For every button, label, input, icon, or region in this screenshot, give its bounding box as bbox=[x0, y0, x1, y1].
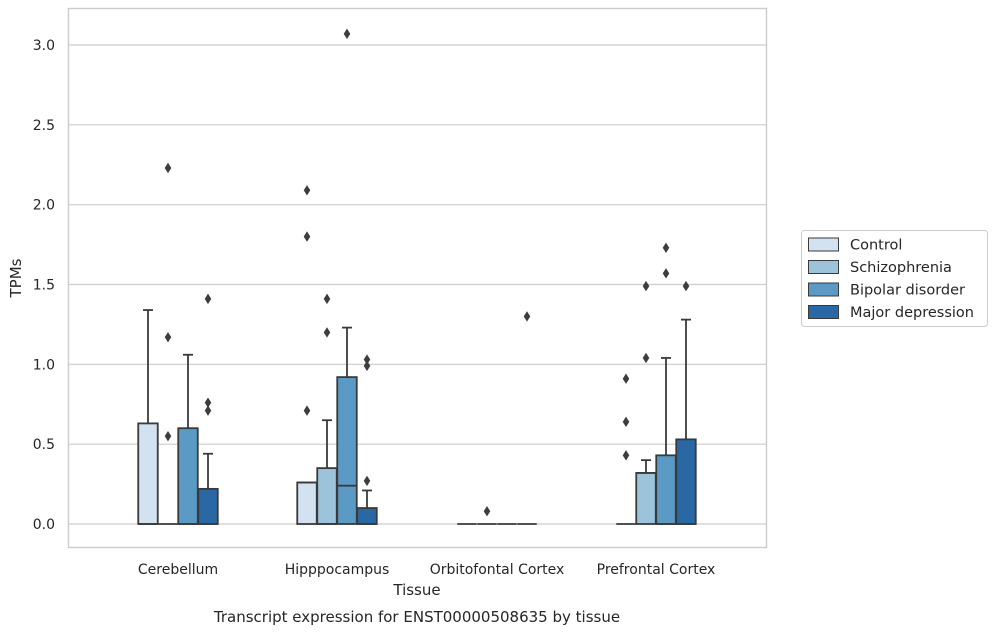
box-group bbox=[316, 293, 338, 525]
box-group bbox=[356, 354, 378, 525]
outlier-point bbox=[622, 450, 630, 461]
box-rect bbox=[675, 438, 697, 525]
box-group bbox=[177, 353, 199, 525]
box-rect bbox=[316, 467, 338, 525]
outlier-point bbox=[642, 280, 650, 292]
x-tick-labels: Cerebellum Hipppocampus Orbitofontal Corte… bbox=[138, 562, 715, 578]
box-rect bbox=[137, 422, 159, 525]
outlier-point bbox=[523, 311, 531, 322]
box-rect bbox=[655, 454, 677, 525]
box-group bbox=[616, 373, 636, 525]
outlier-point bbox=[622, 373, 630, 384]
outlier-point bbox=[363, 360, 371, 372]
outlier-point bbox=[323, 293, 331, 305]
legend-swatch bbox=[808, 237, 839, 252]
box-rect bbox=[296, 481, 318, 525]
box-rect bbox=[336, 376, 358, 525]
grid-lines bbox=[68, 44, 767, 525]
outlier-point bbox=[363, 354, 371, 365]
outlier-point bbox=[303, 231, 311, 242]
outlier-point bbox=[662, 242, 670, 253]
legend-swatch bbox=[808, 260, 839, 274]
outlier-point bbox=[204, 293, 212, 305]
y-tick-label: 2.0 bbox=[33, 198, 55, 214]
legend-swatch bbox=[808, 305, 839, 319]
legend-label: Bipolar disorder bbox=[850, 283, 965, 299]
y-tick-label: 1.5 bbox=[33, 278, 55, 294]
x-tick-label: Orbitofontal Cortex bbox=[430, 562, 565, 578]
outlier-point bbox=[662, 268, 670, 279]
outlier-point bbox=[343, 28, 351, 40]
outlier-point bbox=[642, 352, 650, 364]
y-axis-title: TPMs bbox=[7, 258, 25, 298]
box-group bbox=[517, 311, 537, 525]
box-rect bbox=[197, 487, 219, 525]
y-tick-label: 0.0 bbox=[33, 517, 55, 533]
box-group bbox=[635, 280, 657, 525]
outlier-point bbox=[303, 405, 311, 416]
x-tick-label: Hipppocampus bbox=[285, 562, 390, 578]
legend-frame bbox=[801, 230, 988, 327]
x-tick-label: Cerebellum bbox=[138, 562, 218, 578]
legend-label: Schizophrenia bbox=[850, 260, 952, 276]
y-tick-labels: 0.0 0.5 1.0 1.5 2.0 2.5 3.0 bbox=[33, 38, 55, 533]
legend-label: Major depression bbox=[850, 305, 974, 321]
outlier-point bbox=[164, 162, 172, 174]
x-tick-label: Prefrontal Cortex bbox=[597, 562, 716, 578]
box-group bbox=[137, 309, 159, 525]
outlier-point bbox=[323, 327, 331, 338]
box-group bbox=[197, 293, 219, 525]
outlier-point bbox=[204, 405, 212, 416]
box-group bbox=[675, 280, 697, 525]
outlier-point bbox=[303, 185, 311, 196]
plot-frame bbox=[67, 7, 768, 549]
outlier-point bbox=[204, 397, 212, 408]
legend: Control Schizophrenia Bipolar disorder Majo… bbox=[801, 230, 988, 327]
outlier-point bbox=[164, 430, 172, 442]
box-group bbox=[336, 28, 358, 525]
box-group bbox=[158, 162, 178, 525]
outlier-point bbox=[164, 331, 172, 343]
box-rect bbox=[635, 472, 657, 525]
y-tick-label: 1.0 bbox=[33, 357, 55, 373]
legend-label: Control bbox=[850, 238, 902, 254]
legend-swatch bbox=[808, 282, 839, 297]
box-group bbox=[296, 185, 318, 525]
y-tick-label: 3.0 bbox=[33, 38, 55, 54]
plot-data bbox=[137, 28, 697, 525]
y-tick-label: 2.5 bbox=[33, 118, 55, 134]
box-rect bbox=[177, 427, 199, 525]
y-tick-label: 0.5 bbox=[33, 437, 55, 453]
box-group bbox=[477, 506, 497, 525]
outlier-point bbox=[483, 506, 491, 517]
x-axis-title: Tissue bbox=[392, 581, 440, 599]
outlier-point bbox=[622, 416, 630, 428]
chart-title: Transcript expression for ENST0000050863… bbox=[213, 608, 620, 626]
outlier-point bbox=[363, 475, 371, 487]
box-rect bbox=[356, 507, 378, 525]
outlier-point bbox=[682, 280, 690, 292]
